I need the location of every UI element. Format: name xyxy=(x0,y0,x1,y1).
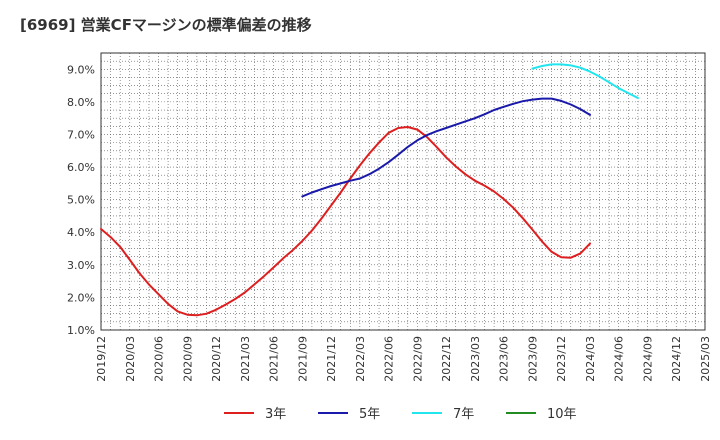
series-line-3 xyxy=(531,63,639,99)
x-tick-label: 2020/03 xyxy=(124,336,137,382)
y-tick-label: 8.0% xyxy=(67,96,95,109)
x-tick-label: 2024/06 xyxy=(613,336,626,382)
legend-label-3: 7年 xyxy=(453,407,474,422)
y-tick-label: 2.0% xyxy=(67,291,95,304)
x-tick-label: 2022/06 xyxy=(383,336,396,382)
series-line-2 xyxy=(301,97,591,198)
x-tick-label: 2023/12 xyxy=(555,336,568,382)
x-tick-label: 2022/12 xyxy=(440,336,453,382)
x-tick-label: 2021/09 xyxy=(296,336,309,382)
series-line-1 xyxy=(100,126,591,317)
legend-label-4: 10年 xyxy=(547,407,577,422)
y-tick-label: 4.0% xyxy=(67,226,95,239)
legend-label-1: 3年 xyxy=(265,407,286,422)
series-layer xyxy=(100,63,639,317)
x-tick-label: 2023/06 xyxy=(498,336,511,382)
x-tick-label: 2019/12 xyxy=(95,336,108,382)
x-tick-label: 2020/06 xyxy=(153,336,166,382)
grid-layer xyxy=(100,52,706,331)
x-tick-label: 2024/03 xyxy=(584,336,597,382)
y-tick-label: 1.0% xyxy=(67,324,95,337)
y-tick-label: 7.0% xyxy=(67,128,95,141)
plot-background xyxy=(101,53,705,330)
x-tick-label: 2021/12 xyxy=(325,336,338,382)
x-tick-label: 2022/09 xyxy=(411,336,424,382)
x-tick-label: 2022/03 xyxy=(354,336,367,382)
legend-label-2: 5年 xyxy=(359,407,380,422)
x-tick-label: 2021/03 xyxy=(239,336,252,382)
x-tick-label: 2021/06 xyxy=(268,336,281,382)
axis-layer: 1.0% 2.0% 3.0% 4.0% 5.0% 6.0% 7.0% 8.0% 9.0% 2019… xyxy=(67,52,712,382)
x-tick-label: 2023/03 xyxy=(469,336,482,382)
x-tick-label: 2024/12 xyxy=(670,336,683,382)
x-tick-label: 2025/03 xyxy=(699,336,712,382)
x-tick-label: 2023/09 xyxy=(526,336,539,382)
x-tick-label: 2024/09 xyxy=(641,336,654,382)
x-tick-label: 2020/09 xyxy=(181,336,194,382)
y-tick-label: 9.0% xyxy=(67,63,95,76)
y-tick-label: 5.0% xyxy=(67,194,95,207)
x-tick-label: 2020/12 xyxy=(210,336,223,382)
legend: 3年 5年 7年 10年 xyxy=(224,407,577,422)
y-tick-label: 6.0% xyxy=(67,161,95,174)
y-tick-label: 3.0% xyxy=(67,259,95,272)
plot-border xyxy=(100,52,706,331)
chart-title: [6969] 営業CFマージンの標準偏差の推移 xyxy=(20,16,312,34)
